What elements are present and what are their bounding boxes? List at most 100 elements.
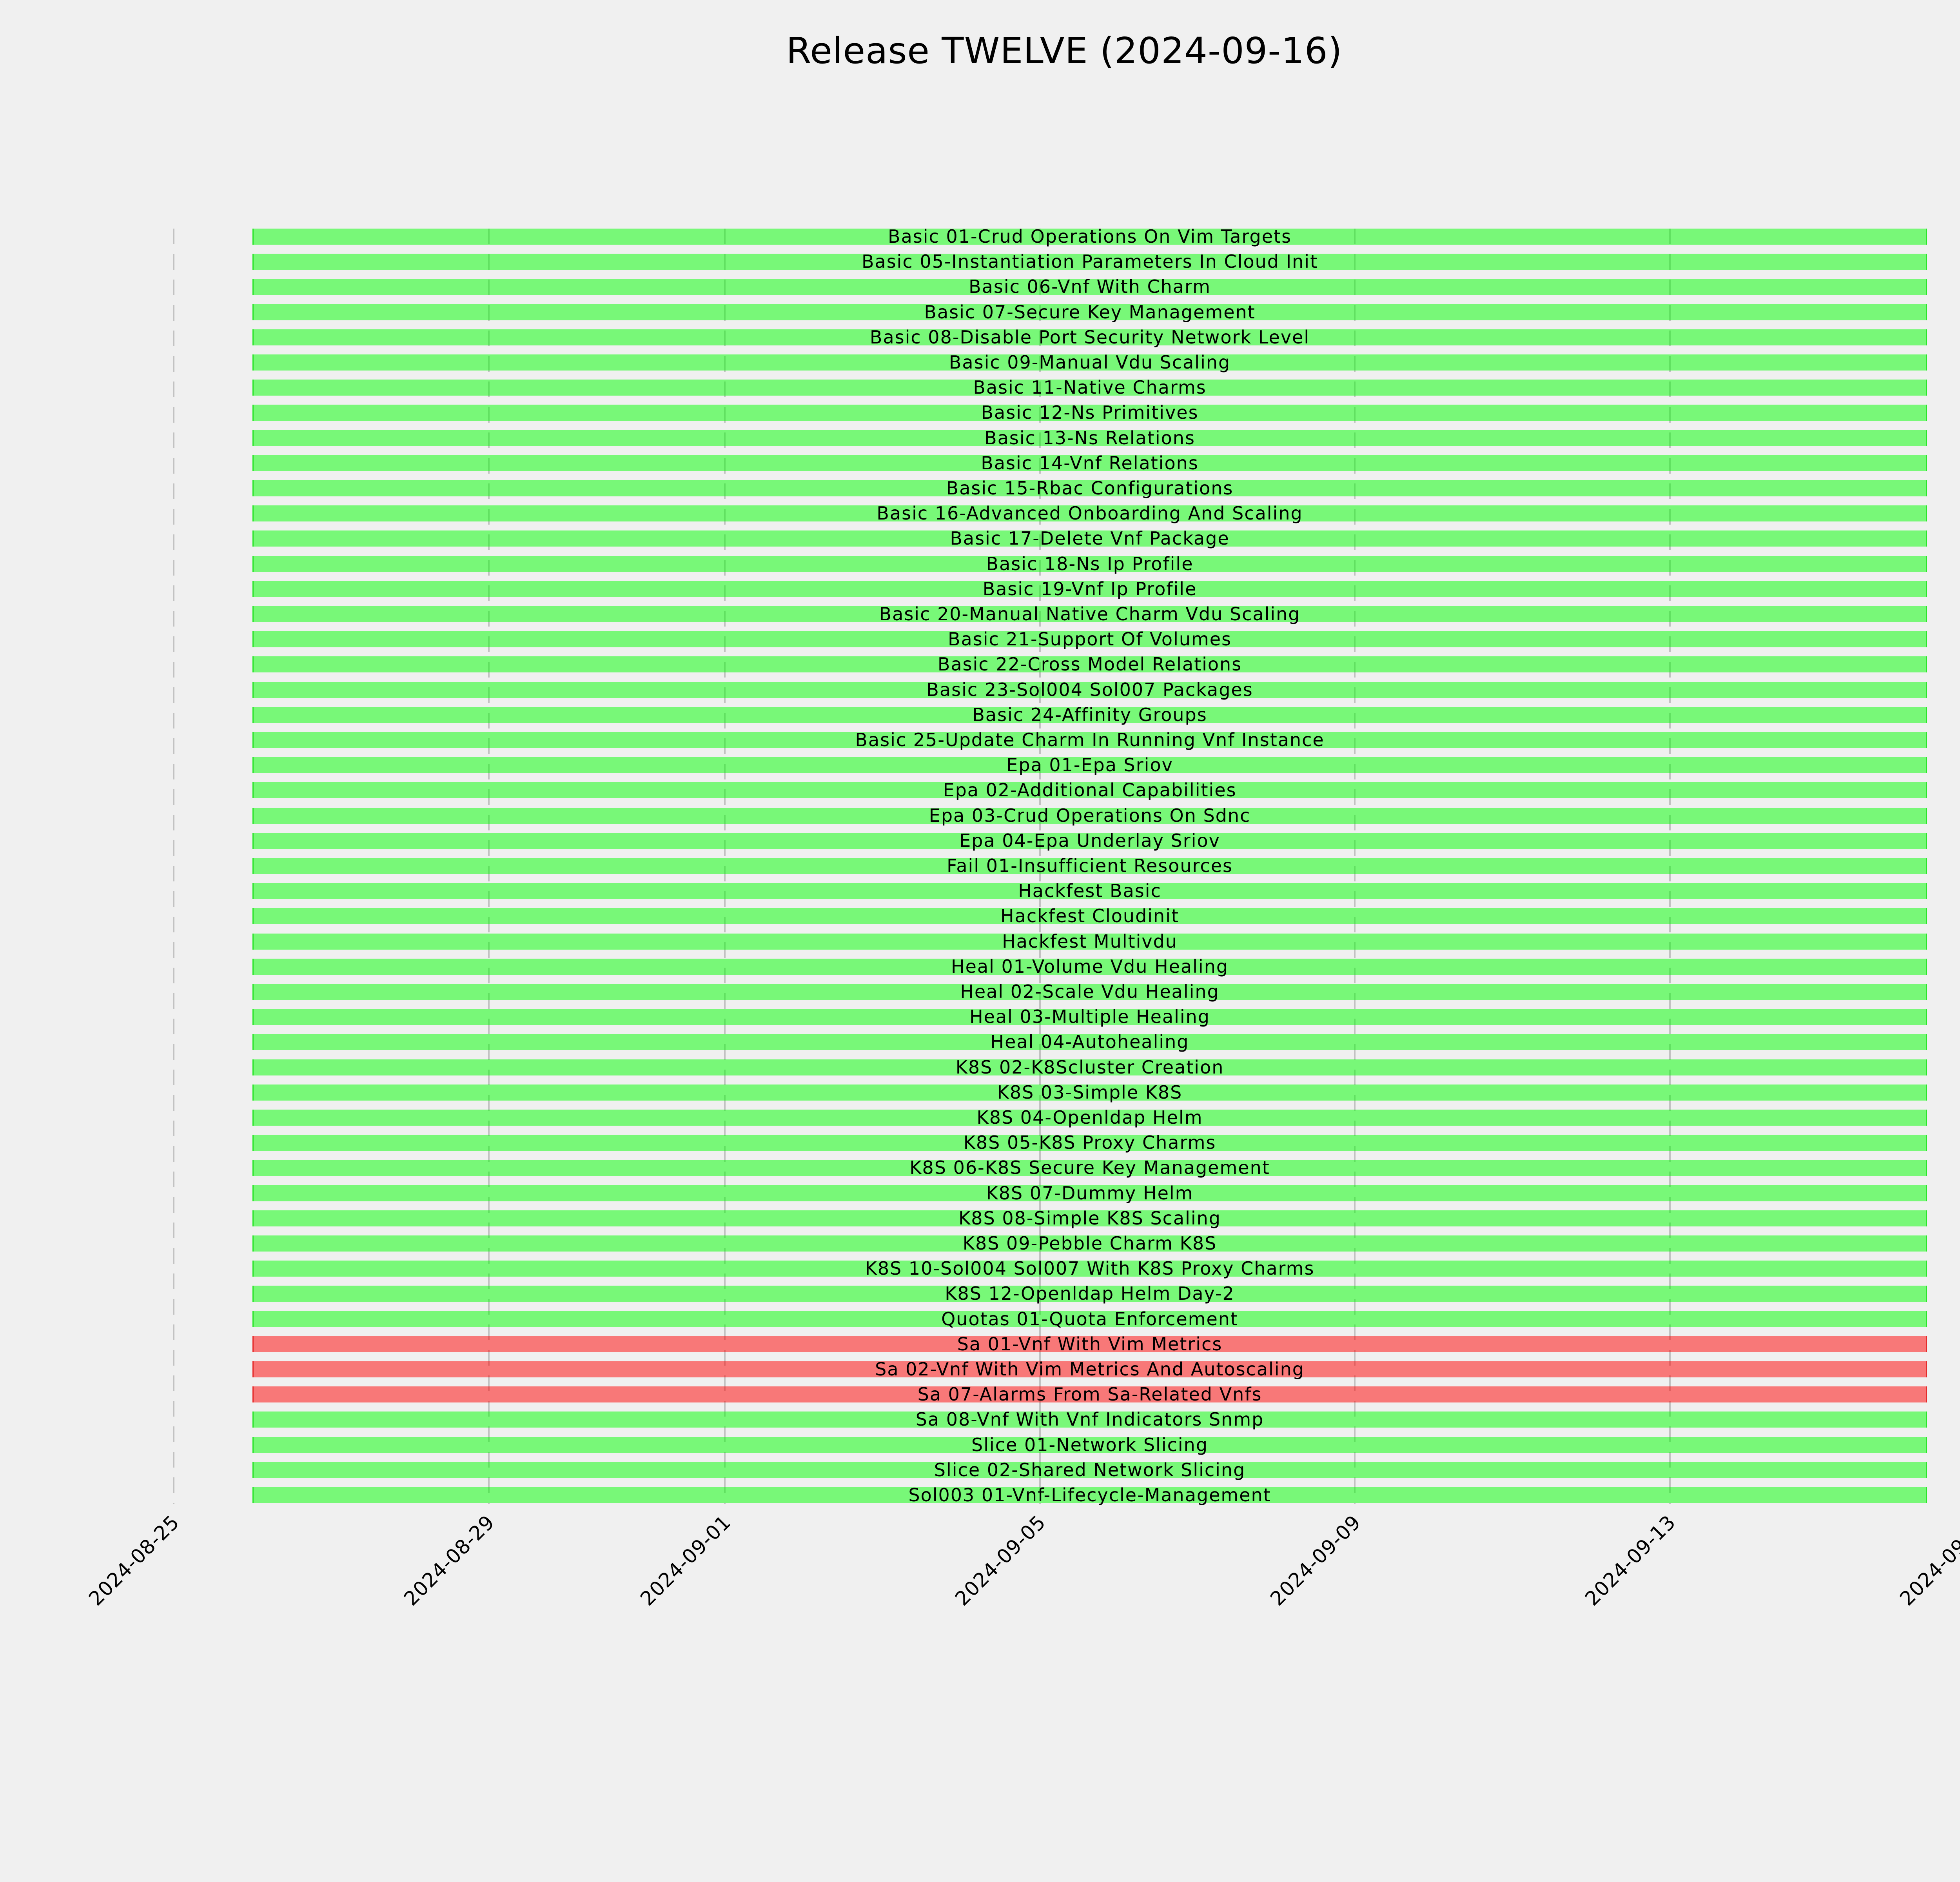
task-label: K8S 08-Simple K8S Scaling [958, 1207, 1221, 1229]
task-label: Epa 04-Epa Underlay Sriov [959, 830, 1220, 851]
task-bar: Hackfest Multivdu [252, 930, 1927, 952]
task-bar: Basic 06-Vnf With Charm [252, 276, 1927, 298]
task-label: K8S 07-Dummy Helm [986, 1182, 1194, 1204]
task-label: Hackfest Multivdu [1002, 930, 1178, 952]
task-bar: Basic 07-Secure Key Management [252, 301, 1927, 323]
task-bar: K8S 10-Sol004 Sol007 With K8S Proxy Char… [252, 1258, 1927, 1279]
task-label: Hackfest Cloudinit [1000, 905, 1180, 927]
task-bar: K8S 08-Simple K8S Scaling [252, 1207, 1927, 1229]
task-bar: Basic 12-Ns Primitives [252, 402, 1927, 423]
task-label: Sa 08-Vnf With Vnf Indicators Snmp [915, 1409, 1264, 1430]
task-bar: Basic 08-Disable Port Security Network L… [252, 326, 1927, 348]
task-label: Slice 01-Network Slicing [971, 1434, 1209, 1455]
task-label: Sa 07-Alarms From Sa-Related Vnfs [917, 1384, 1262, 1405]
task-label: K8S 06-K8S Secure Key Management [909, 1157, 1270, 1179]
task-label: Basic 15-Rbac Configurations [946, 478, 1234, 499]
task-label: Basic 24-Affinity Groups [972, 704, 1207, 725]
task-bar: Epa 01-Epa Sriov [252, 756, 1927, 774]
task-label: Basic 16-Advanced Onboarding And Scaling [877, 503, 1303, 524]
task-bar: Heal 02-Scale Vdu Healing [252, 981, 1927, 1002]
task-bar: Basic 18-Ns Ip Profile [252, 553, 1927, 574]
task-bar: K8S 02-K8Scluster Creation [252, 1056, 1927, 1078]
x-tick-label: 2024-08-29 [399, 1511, 499, 1610]
task-label: Epa 03-Crud Operations On Sdnc [929, 805, 1251, 826]
task-bar: Basic 01-Crud Operations On Vim Targets [252, 226, 1927, 247]
task-label: Basic 18-Ns Ip Profile [986, 553, 1194, 574]
task-bar: Basic 15-Rbac Configurations [252, 478, 1927, 499]
task-label: Basic 14-Vnf Relations [981, 452, 1199, 474]
task-label: K8S 03-Simple K8S [997, 1081, 1183, 1103]
task-label: Basic 21-Support Of Volumes [948, 629, 1232, 650]
x-tick-label: 2024-09-09 [1265, 1511, 1365, 1610]
task-bar: Sa 02-Vnf With Vim Metrics And Autoscali… [252, 1359, 1927, 1380]
x-tick-label: 2024-09-17 [1895, 1511, 1960, 1610]
task-label: Basic 23-Sol004 Sol007 Packages [926, 679, 1253, 700]
task-label: K8S 02-K8Scluster Creation [955, 1056, 1224, 1078]
task-label: K8S 09-Pebble Charm K8S [962, 1233, 1217, 1254]
task-bar: Basic 22-Cross Model Relations [252, 654, 1927, 675]
task-bar: Heal 04-Autohealing [252, 1031, 1927, 1053]
task-bar: Epa 02-Additional Capabilities [252, 779, 1927, 801]
task-label: Quotas 01-Quota Enforcement [941, 1308, 1238, 1330]
task-bar: Basic 05-Instantiation Parameters In Clo… [252, 251, 1927, 272]
task-label: Basic 09-Manual Vdu Scaling [949, 352, 1231, 373]
task-label: Heal 03-Multiple Healing [969, 1006, 1210, 1028]
task-label: Basic 01-Crud Operations On Vim Targets [888, 226, 1292, 247]
task-label: K8S 05-K8S Proxy Charms [963, 1132, 1216, 1154]
task-bar: Basic 19-Vnf Ip Profile [252, 578, 1927, 599]
gridline-2024-08-25 [173, 229, 174, 1504]
task-bar: Basic 25-Update Charm In Running Vnf Ins… [252, 729, 1927, 750]
task-bar: K8S 06-K8S Secure Key Management [252, 1157, 1927, 1179]
task-bar: K8S 05-K8S Proxy Charms [252, 1132, 1927, 1154]
task-bar: Basic 21-Support Of Volumes [252, 629, 1927, 650]
task-label: Sa 01-Vnf With Vim Metrics [957, 1333, 1223, 1355]
task-bar: Heal 03-Multiple Healing [252, 1006, 1927, 1028]
task-label: K8S 12-Openldap Helm Day-2 [945, 1283, 1235, 1304]
task-bar: Quotas 01-Quota Enforcement [252, 1308, 1927, 1330]
task-label: Fail 01-Insufficient Resources [947, 855, 1233, 876]
task-bar: Basic 23-Sol004 Sol007 Packages [252, 679, 1927, 700]
x-tick-label: 2024-08-25 [84, 1511, 184, 1610]
task-label: Epa 02-Additional Capabilities [943, 779, 1237, 801]
task-bar: Slice 01-Network Slicing [252, 1434, 1927, 1455]
task-label: Basic 08-Disable Port Security Network L… [869, 326, 1310, 348]
task-bar: Basic 20-Manual Native Charm Vdu Scaling [252, 603, 1927, 625]
task-bar: Sol003 01-Vnf-Lifecycle-Management [252, 1484, 1927, 1506]
task-bar: Epa 04-Epa Underlay Sriov [252, 830, 1927, 851]
task-bar: Epa 03-Crud Operations On Sdnc [252, 805, 1927, 826]
task-bar: Basic 11-Native Charms [252, 377, 1927, 398]
task-label: Basic 07-Secure Key Management [924, 301, 1256, 323]
task-label: Basic 12-Ns Primitives [981, 402, 1199, 423]
task-bar: K8S 04-Openldap Helm [252, 1108, 1927, 1126]
task-label: Basic 11-Native Charms [973, 377, 1207, 398]
task-label: Basic 22-Cross Model Relations [937, 654, 1242, 675]
task-label: K8S 10-Sol004 Sol007 With K8S Proxy Char… [865, 1258, 1315, 1279]
task-bar: Sa 01-Vnf With Vim Metrics [252, 1333, 1927, 1355]
chart-title: Release TWELVE (2024-09-16) [786, 30, 1343, 72]
task-label: Sol003 01-Vnf-Lifecycle-Management [908, 1484, 1271, 1506]
task-label: Heal 01-Volume Vdu Healing [951, 956, 1229, 977]
task-label: Sa 02-Vnf With Vim Metrics And Autoscali… [875, 1359, 1305, 1380]
task-bar: K8S 07-Dummy Helm [252, 1182, 1927, 1204]
task-bar: K8S 09-Pebble Charm K8S [252, 1233, 1927, 1254]
task-label: Hackfest Basic [1018, 880, 1161, 902]
task-bar: Hackfest Basic [252, 880, 1927, 902]
task-label: Slice 02-Shared Network Slicing [934, 1459, 1246, 1481]
task-label: Basic 05-Instantiation Parameters In Clo… [861, 251, 1318, 272]
x-tick-label: 2024-09-05 [951, 1511, 1050, 1610]
task-bar: K8S 12-Openldap Helm Day-2 [252, 1283, 1927, 1304]
task-label: Basic 19-Vnf Ip Profile [982, 578, 1197, 599]
task-bar: Basic 17-Delete Vnf Package [252, 529, 1927, 547]
task-bar: Basic 13-Ns Relations [252, 429, 1927, 447]
task-bar: Sa 08-Vnf With Vnf Indicators Snmp [252, 1409, 1927, 1430]
task-label: Basic 20-Manual Native Charm Vdu Scaling [879, 603, 1301, 625]
task-label: Heal 02-Scale Vdu Healing [960, 981, 1220, 1002]
task-bar: Basic 24-Affinity Groups [252, 704, 1927, 725]
task-bar: Sa 07-Alarms From Sa-Related Vnfs [252, 1384, 1927, 1405]
task-label: Basic 06-Vnf With Charm [969, 276, 1211, 298]
task-bar: Basic 14-Vnf Relations [252, 452, 1927, 474]
task-bar: Basic 09-Manual Vdu Scaling [252, 352, 1927, 373]
task-label: Heal 04-Autohealing [990, 1031, 1189, 1053]
task-label: Basic 25-Update Charm In Running Vnf Ins… [855, 729, 1325, 750]
